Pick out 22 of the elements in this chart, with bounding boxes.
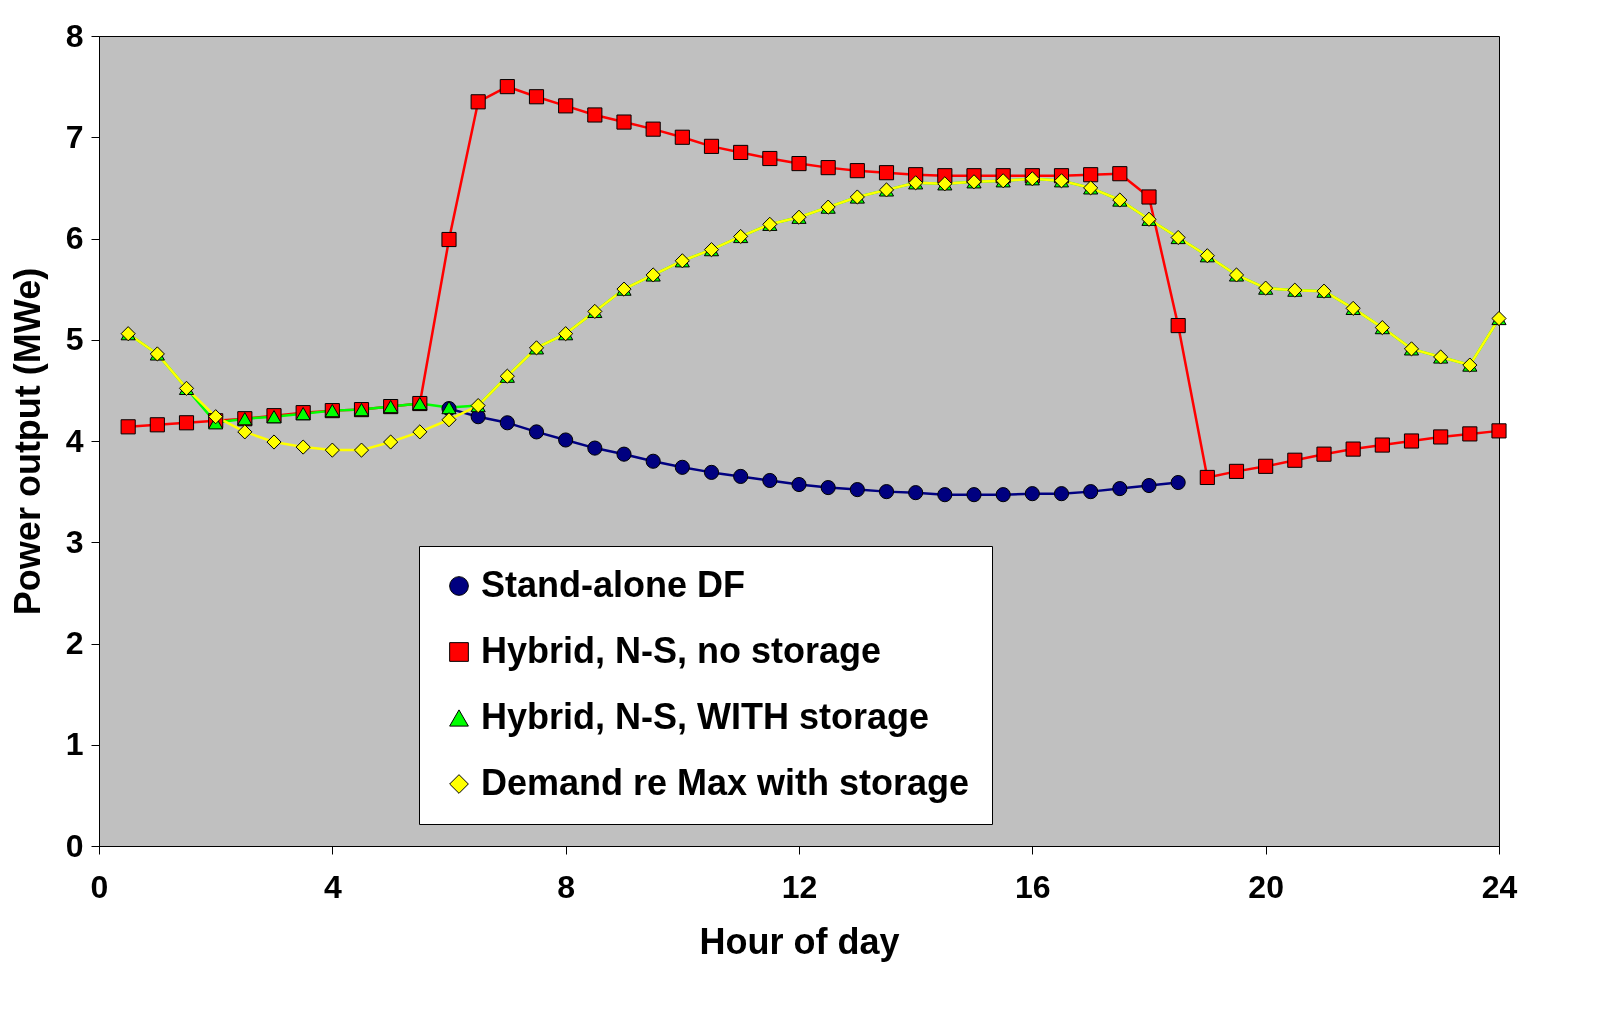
y-tick-label: 8: [65, 17, 84, 54]
y-tick-label: 5: [65, 321, 84, 358]
y-tick-label: 1: [65, 726, 84, 763]
x-tick-label: 4: [323, 868, 342, 905]
x-tick-label: 24: [1481, 868, 1518, 905]
y-tick-label: 7: [65, 118, 84, 155]
x-axis-title: Hour of day: [699, 920, 900, 962]
x-tick-label: 16: [1015, 868, 1051, 905]
x-tick-label: 8: [557, 868, 576, 905]
x-tick-label: 0: [90, 868, 109, 905]
y-tick-label: 2: [65, 625, 84, 661]
legend-label: Hybrid, N-S, no storage: [481, 630, 882, 671]
y-tick-label: 3: [65, 523, 84, 560]
y-tick-label: 6: [65, 220, 84, 256]
y-tick-label: 4: [65, 422, 84, 459]
legend-label: Stand-alone DF: [481, 564, 746, 605]
legend-label: Demand re Max with storage: [481, 762, 970, 803]
x-tick-label: 20: [1248, 868, 1284, 905]
y-axis-title: Power output (MWe): [6, 267, 48, 616]
y-tick-label: 0: [65, 827, 84, 864]
legend-label: Hybrid, N-S, WITH storage: [481, 696, 930, 737]
x-tick-label: 12: [781, 868, 818, 905]
